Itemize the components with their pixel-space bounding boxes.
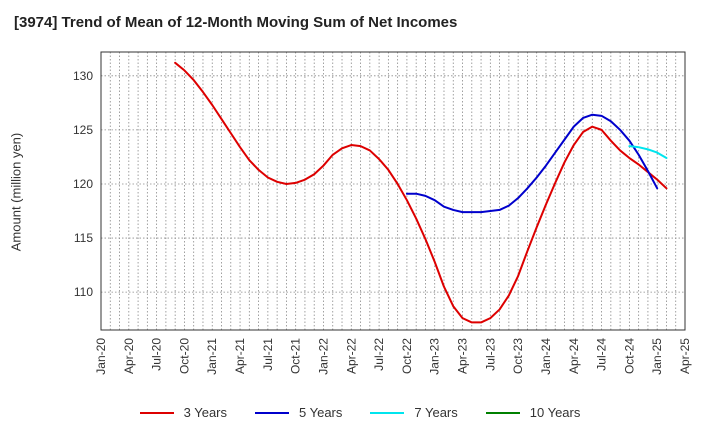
plot-area: [101, 52, 685, 330]
legend-item: 5 Years: [255, 405, 342, 420]
y-tick-label: 110: [74, 285, 93, 299]
x-tick-label: Oct-23: [511, 338, 525, 374]
x-tick-label: Jul-21: [261, 338, 275, 371]
legend-label: 5 Years: [299, 405, 343, 420]
series-line-7-years: [628, 145, 668, 160]
x-tick-label: Jan-22: [316, 338, 330, 375]
x-tick-label: Apr-22: [344, 338, 358, 374]
x-tick-label: Apr-21: [233, 338, 247, 374]
y-tick-label: 115: [74, 231, 93, 245]
legend-swatch: [139, 411, 174, 414]
y-tick-label: 130: [73, 69, 93, 83]
x-tick-label: Oct-21: [289, 338, 303, 374]
x-tick-label: Jan-24: [539, 338, 553, 375]
x-tick-label: Jul-20: [150, 338, 164, 371]
x-tick-label: Jan-21: [205, 338, 219, 375]
y-tick-label: 125: [73, 123, 93, 137]
series-line-5-years: [405, 113, 659, 214]
series-line-3-years: [174, 61, 668, 324]
legend-item: 7 Years: [370, 405, 458, 420]
plot-border: [100, 51, 686, 331]
legend-swatch: [255, 411, 289, 414]
legend-item: 3 Years: [139, 405, 227, 420]
chart-title: [3974] Trend of Mean of 12-Month Moving …: [14, 14, 458, 31]
x-tick-label: Jan-23: [428, 338, 442, 375]
x-tick-label: Oct-20: [177, 338, 191, 374]
x-tick-label: Oct-22: [400, 338, 414, 374]
x-tick-label: Jul-24: [595, 338, 609, 371]
x-tick-label: Jul-23: [483, 338, 497, 371]
x-tick-label: Apr-20: [122, 338, 136, 374]
legend: 3 Years 5 Years 7 Years 10 Years: [0, 405, 720, 420]
legend-label: 7 Years: [414, 405, 458, 420]
x-tick-label: Apr-25: [678, 338, 692, 374]
x-tick-label: Jul-22: [372, 338, 386, 371]
legend-item: 10 Years: [485, 405, 581, 420]
legend-swatch: [485, 411, 520, 414]
x-tick-label: Jan-25: [650, 338, 664, 375]
x-tick-label: Oct-24: [622, 338, 636, 374]
legend-label: 10 Years: [529, 405, 581, 420]
legend-label: 3 Years: [183, 405, 227, 420]
x-tick-label: Apr-23: [456, 338, 470, 374]
legend-swatch: [370, 411, 405, 414]
x-tick-label: Apr-24: [567, 338, 581, 374]
x-tick-label: Jan-20: [94, 338, 108, 375]
y-tick-label: 120: [73, 177, 93, 191]
